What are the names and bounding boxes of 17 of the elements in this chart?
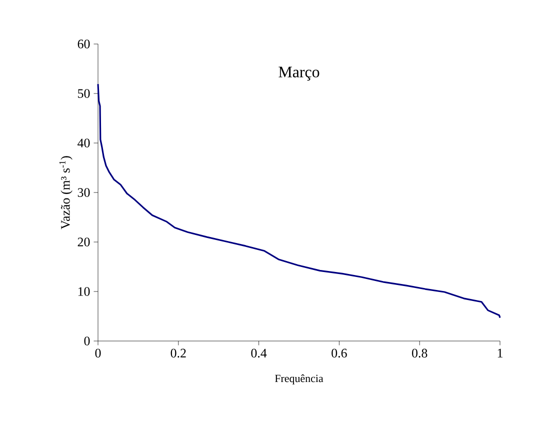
y-tick-label: 50 xyxy=(78,89,90,98)
y-tick-label: 40 xyxy=(78,138,90,148)
x-tick-label: 0.2 xyxy=(170,348,186,358)
x-tick-label: 1 xyxy=(498,348,502,358)
x-axis-title: Frequência xyxy=(274,374,324,384)
x-tick-label: 0.6 xyxy=(332,348,347,358)
y-tick-label: 10 xyxy=(78,287,90,296)
x-tick-label: 0.8 xyxy=(412,348,428,358)
y-axis-title: Vazão (m³ s$^{-1}$) xyxy=(59,156,72,230)
y-tick-label: 60 xyxy=(78,40,90,48)
x-tick-label: 0.4 xyxy=(251,348,267,358)
y-tick-label: 30 xyxy=(78,188,90,197)
line-series xyxy=(97,83,501,319)
text: Março xyxy=(278,66,320,81)
y-tick-label: 20 xyxy=(78,238,90,246)
x-tick-label: 0 xyxy=(95,348,101,358)
y-tick-label: 0 xyxy=(84,336,90,346)
